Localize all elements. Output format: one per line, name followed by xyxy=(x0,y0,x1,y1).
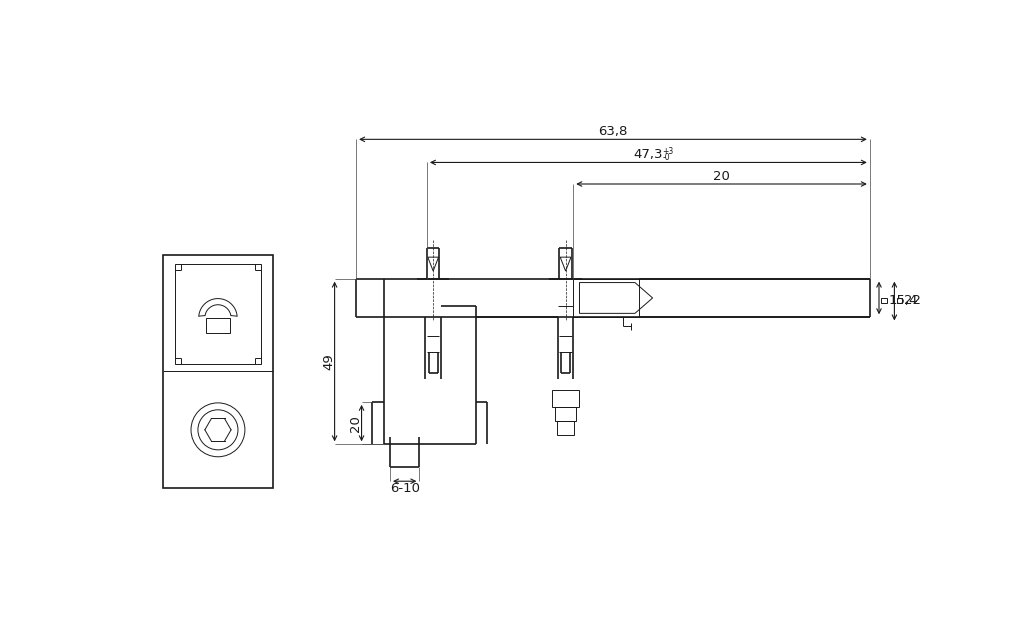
Text: -0: -0 xyxy=(663,152,670,161)
Text: 20: 20 xyxy=(349,415,361,432)
Text: 15,4: 15,4 xyxy=(889,294,919,307)
Text: 22: 22 xyxy=(904,294,922,307)
Text: 47,3: 47,3 xyxy=(634,148,664,161)
Bar xyxy=(555,407,577,421)
Bar xyxy=(557,421,574,435)
Text: 49: 49 xyxy=(322,353,335,370)
Text: 20: 20 xyxy=(713,170,730,183)
Bar xyxy=(206,318,230,333)
Bar xyxy=(163,255,273,488)
Bar xyxy=(573,279,639,318)
Text: +3: +3 xyxy=(663,147,674,156)
Text: 6-10: 6-10 xyxy=(390,483,420,495)
Bar xyxy=(897,298,902,303)
Bar xyxy=(552,391,580,407)
Bar xyxy=(175,264,261,364)
Bar xyxy=(882,298,887,303)
Text: 63,8: 63,8 xyxy=(598,125,628,138)
